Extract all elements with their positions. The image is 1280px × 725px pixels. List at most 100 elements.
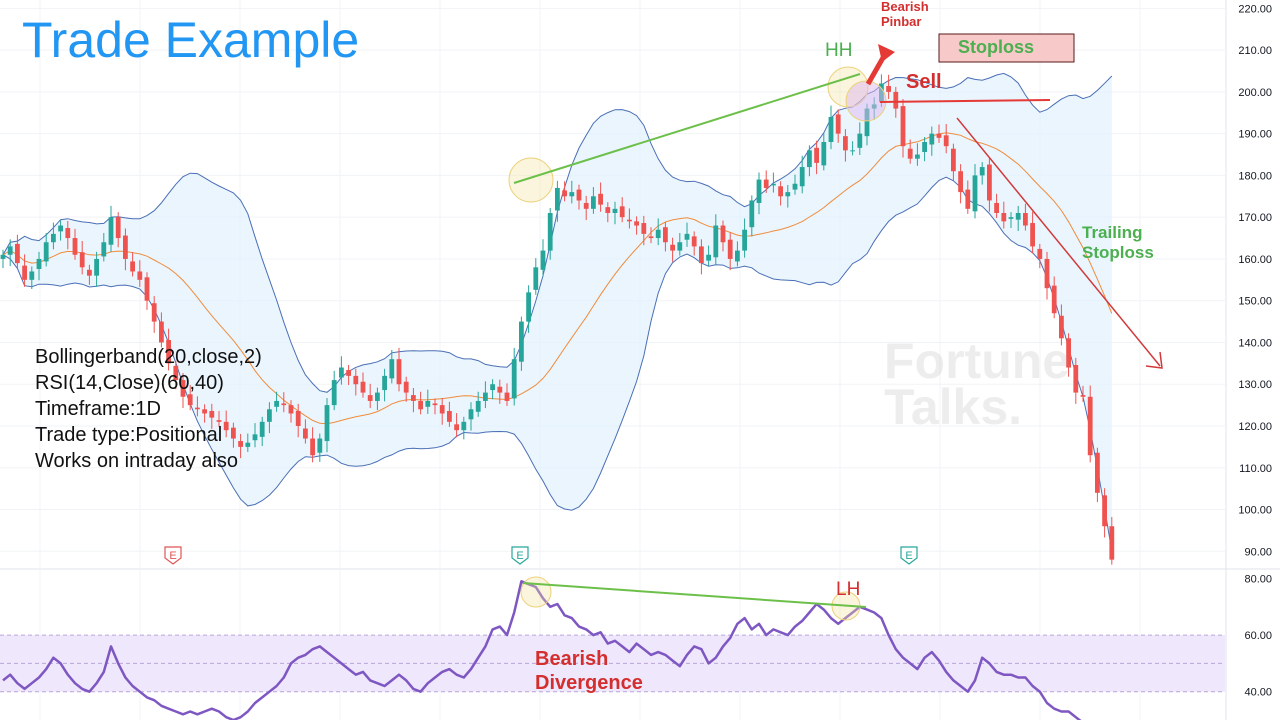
candle xyxy=(490,379,495,400)
candle-body xyxy=(72,238,78,255)
candle-body xyxy=(778,186,783,197)
bollinger-band-fill xyxy=(3,73,1112,551)
candle xyxy=(900,98,906,158)
candle xyxy=(130,252,135,277)
candle xyxy=(259,416,265,447)
candle-body xyxy=(958,171,963,193)
candle xyxy=(195,396,200,417)
candle-body xyxy=(346,370,351,376)
candle-body xyxy=(807,150,812,168)
candle-body xyxy=(886,86,891,92)
candle xyxy=(943,124,949,154)
candle xyxy=(799,155,805,194)
candle xyxy=(418,391,423,415)
candle xyxy=(403,376,409,402)
candle-body xyxy=(987,164,992,201)
candle-body xyxy=(216,420,222,422)
rsi-tick-label: 60.00 xyxy=(1244,630,1272,642)
candle-body xyxy=(922,142,927,153)
price-tick-label: 150.00 xyxy=(1238,296,1272,308)
candle-body xyxy=(951,148,956,172)
price-tick-label: 210.00 xyxy=(1238,45,1272,57)
candle xyxy=(936,124,942,143)
candle-body xyxy=(108,217,114,245)
candle xyxy=(346,365,351,386)
candle xyxy=(979,162,985,185)
candle xyxy=(339,356,344,385)
rsi-line xyxy=(2,580,1112,725)
candle-body xyxy=(58,225,63,232)
candle xyxy=(598,182,603,212)
highlight-circle-first-high xyxy=(508,157,554,203)
candle xyxy=(295,403,301,438)
candle-body xyxy=(29,271,35,280)
earnings-marker-2[interactable]: E xyxy=(511,546,529,565)
candle-body xyxy=(324,405,330,442)
candle xyxy=(555,180,560,222)
trailing-stoploss-arrow-head xyxy=(1145,351,1163,369)
candle xyxy=(735,241,740,267)
rsi-tick-label: 80.00 xyxy=(1244,573,1272,585)
candle xyxy=(1008,212,1014,229)
earnings-marker-1[interactable]: E xyxy=(164,546,182,565)
candle-body xyxy=(259,421,265,437)
hh-label: HH xyxy=(825,40,852,61)
pinbar-label-line-2: Pinbar xyxy=(881,14,921,29)
candle-body xyxy=(43,242,49,262)
earnings-marker-label: E xyxy=(905,550,912,562)
price-tick-label: 140.00 xyxy=(1238,337,1272,349)
candle-body xyxy=(792,183,798,190)
candle xyxy=(907,139,913,164)
candle-body xyxy=(857,133,863,148)
candle-body xyxy=(619,206,625,218)
candle-body xyxy=(360,381,366,393)
candle-body xyxy=(799,167,805,187)
candle-body xyxy=(655,229,661,239)
candle xyxy=(72,228,78,260)
candle-body xyxy=(555,187,560,211)
candle-body xyxy=(1073,365,1079,393)
candle-body xyxy=(562,190,567,197)
earnings-marker-3[interactable]: E xyxy=(900,546,918,565)
candle-body xyxy=(79,252,85,268)
candle xyxy=(699,239,704,275)
candle xyxy=(619,197,625,223)
candle-body xyxy=(742,229,747,251)
trailing-stoploss-arrow xyxy=(956,117,1161,367)
candle-body xyxy=(504,392,510,401)
candle xyxy=(166,328,171,371)
candles-layer xyxy=(0,74,1115,565)
candle xyxy=(958,164,963,204)
sell-label: Sell xyxy=(906,71,942,93)
candle-body xyxy=(159,321,164,343)
candle-body xyxy=(137,271,143,280)
pinbar-label-line-1: Bearish xyxy=(881,0,929,14)
candle-body xyxy=(1066,338,1071,368)
candle-body xyxy=(720,225,726,243)
candle-body xyxy=(627,219,632,222)
candle xyxy=(216,410,222,427)
price-tick-label: 110.00 xyxy=(1239,463,1272,475)
candle xyxy=(663,222,668,252)
price-higher-high-line xyxy=(513,73,861,184)
candle xyxy=(951,143,956,181)
candle-body xyxy=(915,154,920,159)
bollinger-basis-line xyxy=(2,132,1113,425)
candle xyxy=(173,360,179,390)
candle xyxy=(519,316,524,371)
stoploss-box xyxy=(938,33,1075,63)
candle-body xyxy=(605,207,611,213)
note-rsi: RSI(14,Close)(60,40) xyxy=(35,372,224,394)
candle-body xyxy=(648,236,654,239)
candle-body xyxy=(735,250,740,262)
candle xyxy=(389,349,395,384)
sell-level-line xyxy=(879,99,1051,103)
earnings-marker-label: E xyxy=(169,550,176,562)
candle-body xyxy=(490,384,495,391)
candle-body xyxy=(418,400,423,410)
candle-body xyxy=(684,233,690,240)
candle-body xyxy=(375,392,380,401)
candle-body xyxy=(547,213,553,251)
candle-body xyxy=(195,407,200,410)
candle xyxy=(411,387,416,413)
